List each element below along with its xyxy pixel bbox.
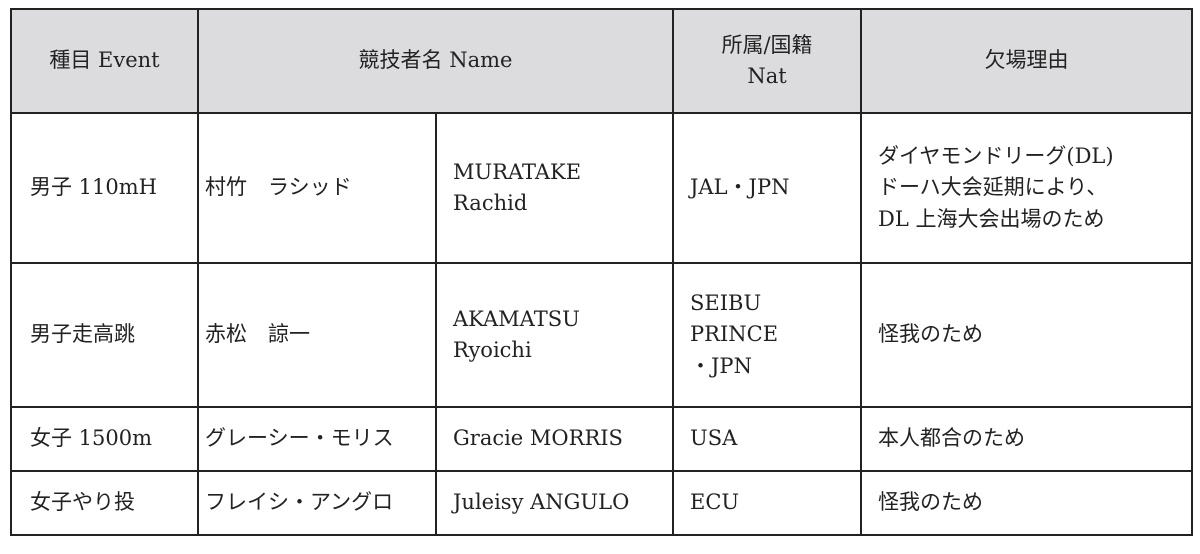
- header-name: 競技者名 Name: [196, 8, 675, 114]
- event-cell: 女子やり投: [10, 470, 199, 536]
- reason-line: 本人都合のため: [878, 426, 1026, 451]
- nat-line: ・JPN: [690, 353, 752, 378]
- name-en-line: Ryoichi: [453, 338, 532, 362]
- event-cell: 男子走高跳: [10, 262, 199, 408]
- table-row: 男子 110mH 村竹 ラシッド MURATAKE Rachid JAL・JPN …: [10, 112, 1194, 264]
- table-row: 女子 1500m グレーシー・モリス Gracie MORRIS USA 本人都…: [10, 406, 1194, 472]
- name-jp-cell: フレイシ・アングロ: [197, 470, 437, 536]
- header-nat-line2: Nat: [747, 64, 787, 88]
- event-cell: 男子 110mH: [10, 112, 199, 264]
- name-jp-cell: 赤松 諒一: [197, 262, 437, 408]
- nat-line: SEIBU: [690, 290, 762, 315]
- nat-cell: SEIBU PRINCE ・JPN: [672, 262, 863, 408]
- reason-cell: 怪我のため: [860, 262, 1194, 408]
- name-en-line: Juleisy ANGULO: [453, 490, 630, 515]
- reason-line: 怪我のため: [878, 490, 984, 515]
- header-row: 種目 Event 競技者名 Name 所属/国籍 Nat 欠場理由: [10, 8, 1194, 114]
- header-event: 種目 Event: [10, 8, 199, 114]
- name-en-line: MURATAKE: [453, 159, 582, 184]
- header-reason: 欠場理由: [860, 8, 1194, 114]
- nat-line: JAL・JPN: [690, 175, 790, 200]
- header-nat-line1: 所属/国籍: [721, 32, 813, 57]
- nat-line: USA: [690, 426, 738, 451]
- header-nat: 所属/国籍 Nat: [672, 8, 863, 114]
- nat-cell: ECU: [672, 470, 863, 536]
- name-en-line: Rachid: [453, 191, 528, 215]
- reason-cell: 本人都合のため: [860, 406, 1194, 472]
- table-row: 女子やり投 フレイシ・アングロ Juleisy ANGULO ECU 怪我のため: [10, 470, 1194, 536]
- name-jp-cell: 村竹 ラシッド: [197, 112, 437, 264]
- name-en-cell: AKAMATSU Ryoichi: [434, 262, 675, 408]
- reason-cell: 怪我のため: [860, 470, 1194, 536]
- nat-line: PRINCE: [690, 322, 779, 347]
- reason-line: ドーハ大会延期により、: [878, 175, 1108, 200]
- name-en-line: AKAMATSU: [453, 306, 580, 331]
- name-en-cell: MURATAKE Rachid: [434, 112, 675, 264]
- name-en-line: Gracie MORRIS: [453, 426, 623, 451]
- nat-cell: USA: [672, 406, 863, 472]
- name-en-cell: Juleisy ANGULO: [434, 470, 675, 536]
- withdrawal-table: 種目 Event 競技者名 Name 所属/国籍 Nat 欠場理由 男子 110m…: [10, 8, 1194, 536]
- nat-line: ECU: [690, 490, 740, 515]
- reason-line: 怪我のため: [878, 322, 984, 347]
- nat-cell: JAL・JPN: [672, 112, 863, 264]
- reason-line: DL 上海大会出場のため: [878, 206, 1105, 231]
- reason-line: ダイヤモンドリーグ(DL): [878, 143, 1114, 168]
- table-row: 男子走高跳 赤松 諒一 AKAMATSU Ryoichi SEIBU PRINCE ・…: [10, 262, 1194, 408]
- event-cell: 女子 1500m: [10, 406, 199, 472]
- name-jp-cell: グレーシー・モリス: [197, 406, 437, 472]
- name-en-cell: Gracie MORRIS: [434, 406, 675, 472]
- reason-cell: ダイヤモンドリーグ(DL) ドーハ大会延期により、 DL 上海大会出場のため: [860, 112, 1194, 264]
